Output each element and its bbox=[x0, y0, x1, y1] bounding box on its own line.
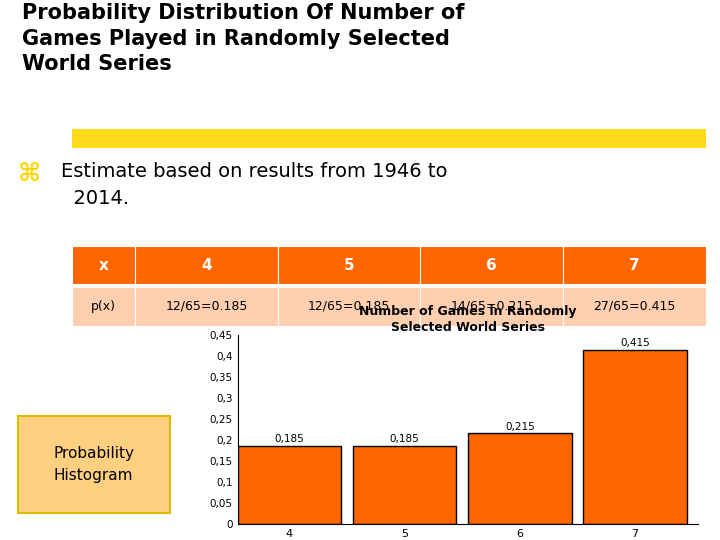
Text: Probability
Histogram: Probability Histogram bbox=[53, 446, 134, 483]
Text: 0,185: 0,185 bbox=[274, 434, 305, 444]
Text: 27/65=0.415: 27/65=0.415 bbox=[593, 300, 675, 313]
Text: 12/65=0.185: 12/65=0.185 bbox=[166, 300, 248, 313]
Text: 6: 6 bbox=[487, 258, 497, 273]
Bar bbox=[468, 434, 572, 524]
Text: x: x bbox=[99, 258, 109, 273]
FancyBboxPatch shape bbox=[135, 246, 278, 284]
FancyBboxPatch shape bbox=[278, 246, 420, 284]
FancyBboxPatch shape bbox=[563, 246, 706, 284]
Text: ⌘: ⌘ bbox=[18, 162, 41, 186]
Text: 0,415: 0,415 bbox=[620, 338, 650, 348]
FancyBboxPatch shape bbox=[17, 416, 170, 513]
Text: 5: 5 bbox=[344, 258, 354, 273]
FancyBboxPatch shape bbox=[420, 246, 563, 284]
FancyBboxPatch shape bbox=[278, 287, 420, 326]
Text: 0,185: 0,185 bbox=[390, 434, 420, 444]
Bar bbox=[238, 446, 341, 524]
FancyBboxPatch shape bbox=[420, 287, 563, 326]
Text: 7: 7 bbox=[629, 258, 639, 273]
Text: Probability Distribution Of Number of
Games Played in Randomly Selected
World Se: Probability Distribution Of Number of Ga… bbox=[22, 3, 464, 74]
FancyBboxPatch shape bbox=[72, 129, 706, 148]
Text: Estimate based on results from 1946 to
  2014.: Estimate based on results from 1946 to 2… bbox=[61, 162, 448, 208]
Text: 4: 4 bbox=[202, 258, 212, 273]
Text: 14/65=0.215: 14/65=0.215 bbox=[451, 300, 533, 313]
Bar bbox=[583, 349, 687, 524]
Text: 12/65=0.185: 12/65=0.185 bbox=[308, 300, 390, 313]
FancyBboxPatch shape bbox=[135, 287, 278, 326]
FancyBboxPatch shape bbox=[72, 246, 135, 284]
Title: Number of Games in Randomly
Selected World Series: Number of Games in Randomly Selected Wor… bbox=[359, 305, 577, 334]
Bar bbox=[353, 446, 456, 524]
FancyBboxPatch shape bbox=[563, 287, 706, 326]
Text: p(x): p(x) bbox=[91, 300, 116, 313]
FancyBboxPatch shape bbox=[72, 287, 135, 326]
Text: 0,215: 0,215 bbox=[505, 422, 535, 432]
